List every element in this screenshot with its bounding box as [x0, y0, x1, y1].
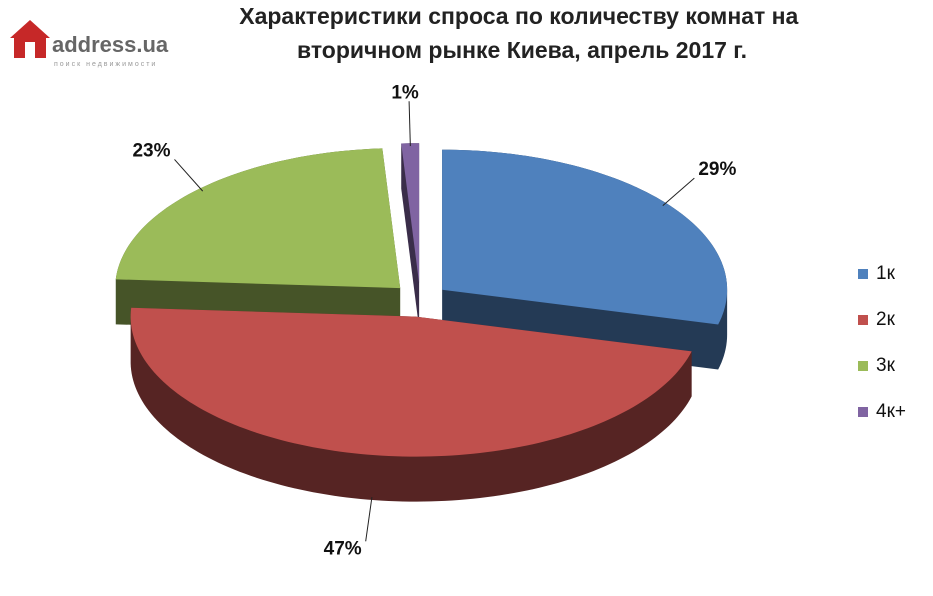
data-label: 1%	[391, 82, 419, 103]
legend-swatch	[858, 315, 868, 325]
slice-top	[115, 148, 401, 289]
leader-line	[174, 159, 204, 192]
legend-label: 2к	[876, 309, 896, 330]
logo: address.ua поиск недвижимости	[10, 20, 169, 68]
pie-slice	[442, 149, 728, 370]
logo-icon	[10, 20, 50, 58]
leader-line	[662, 177, 695, 206]
logo-door	[25, 42, 35, 58]
slice-top	[401, 143, 420, 284]
pie-slice	[130, 307, 692, 502]
logo-name: address.ua	[52, 32, 169, 57]
legend-label: 1к	[876, 263, 896, 284]
title-line: Характеристики спроса по количеству комн…	[239, 3, 798, 29]
legend-swatch	[858, 361, 868, 371]
legend-swatch	[858, 407, 868, 417]
leader-line	[365, 497, 373, 542]
slice-top	[442, 149, 728, 325]
data-label: 47%	[324, 538, 362, 559]
logo-tagline: поиск недвижимости	[54, 61, 157, 68]
slice-top	[130, 307, 692, 457]
legend: 1к 2к 3к 4к+	[858, 263, 906, 422]
pie-slice	[401, 143, 420, 329]
data-label: 23%	[132, 140, 170, 161]
legend-label: 4к+	[876, 401, 906, 422]
pie-slice	[115, 148, 401, 334]
chart-title: Характеристики спроса по количеству комн…	[239, 3, 805, 63]
legend-swatch	[858, 269, 868, 279]
legend-label: 3к	[876, 355, 896, 376]
title-line: вторичном рынке Киева, апрель 2017 г.	[297, 37, 747, 63]
data-label: 29%	[698, 159, 736, 180]
leader-line	[408, 101, 411, 147]
